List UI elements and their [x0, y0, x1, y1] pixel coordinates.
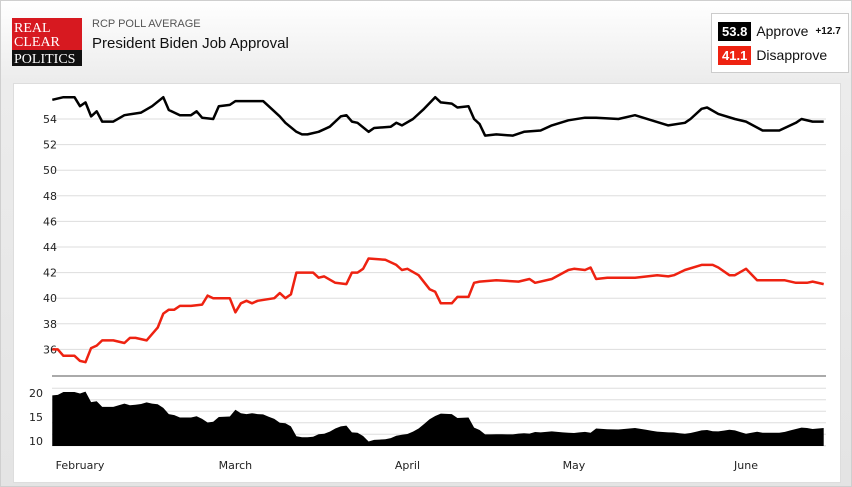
x-tick-label: February: [56, 459, 105, 472]
approve-line: [52, 95, 824, 137]
chart-title: President Biden Job Approval: [92, 35, 289, 52]
spread-y-tick-label: 10: [29, 435, 43, 448]
legend-approve: 53.8 Approve +12.7: [718, 21, 841, 41]
svg-text:REAL: REAL: [14, 21, 51, 36]
disapprove-value: 41.1: [718, 45, 752, 65]
poll-kicker: RCP POLL AVERAGE: [92, 18, 201, 30]
x-tick-label: June: [733, 459, 758, 472]
legend: 53.8 Approve +12.7 41.1 Disapprove: [711, 13, 849, 73]
svg-text:CLEAR: CLEAR: [14, 35, 61, 50]
y-tick-label: 50: [43, 164, 57, 177]
y-tick-label: 52: [43, 139, 57, 152]
rcp-logo: REAL CLEAR POLITICS: [12, 18, 82, 66]
y-tick-label: 48: [43, 190, 57, 203]
legend-disapprove: 41.1 Disapprove: [718, 45, 827, 65]
y-tick-label: 44: [43, 241, 57, 254]
x-tick-label: May: [563, 459, 586, 472]
disapprove-label: Disapprove: [756, 47, 828, 63]
x-tick-label: April: [395, 459, 420, 472]
y-tick-label: 42: [43, 267, 57, 280]
y-tick-label: 54: [43, 113, 57, 126]
spread-y-tick-label: 20: [29, 387, 43, 400]
chart-panel: 36 38 40 42 44 46 48 50 52 54 10 15 20 February March A…: [13, 83, 841, 483]
y-tick-label: 36: [43, 343, 57, 356]
spread-area: [52, 391, 824, 446]
disapprove-line: [52, 257, 824, 364]
y-tick-label: 40: [43, 292, 57, 305]
svg-text:POLITICS: POLITICS: [14, 52, 75, 66]
spread-value: +12.7: [815, 25, 841, 37]
approval-chart: 36 38 40 42 44 46 48 50 52 54 10 15 20 February March A…: [29, 95, 826, 472]
approve-label: Approve: [756, 23, 809, 39]
y-tick-label: 46: [43, 215, 57, 228]
spread-y-tick-label: 15: [29, 411, 43, 424]
y-tick-label: 38: [43, 318, 57, 331]
x-tick-label: March: [219, 459, 253, 472]
approve-value: 53.8: [718, 21, 752, 41]
